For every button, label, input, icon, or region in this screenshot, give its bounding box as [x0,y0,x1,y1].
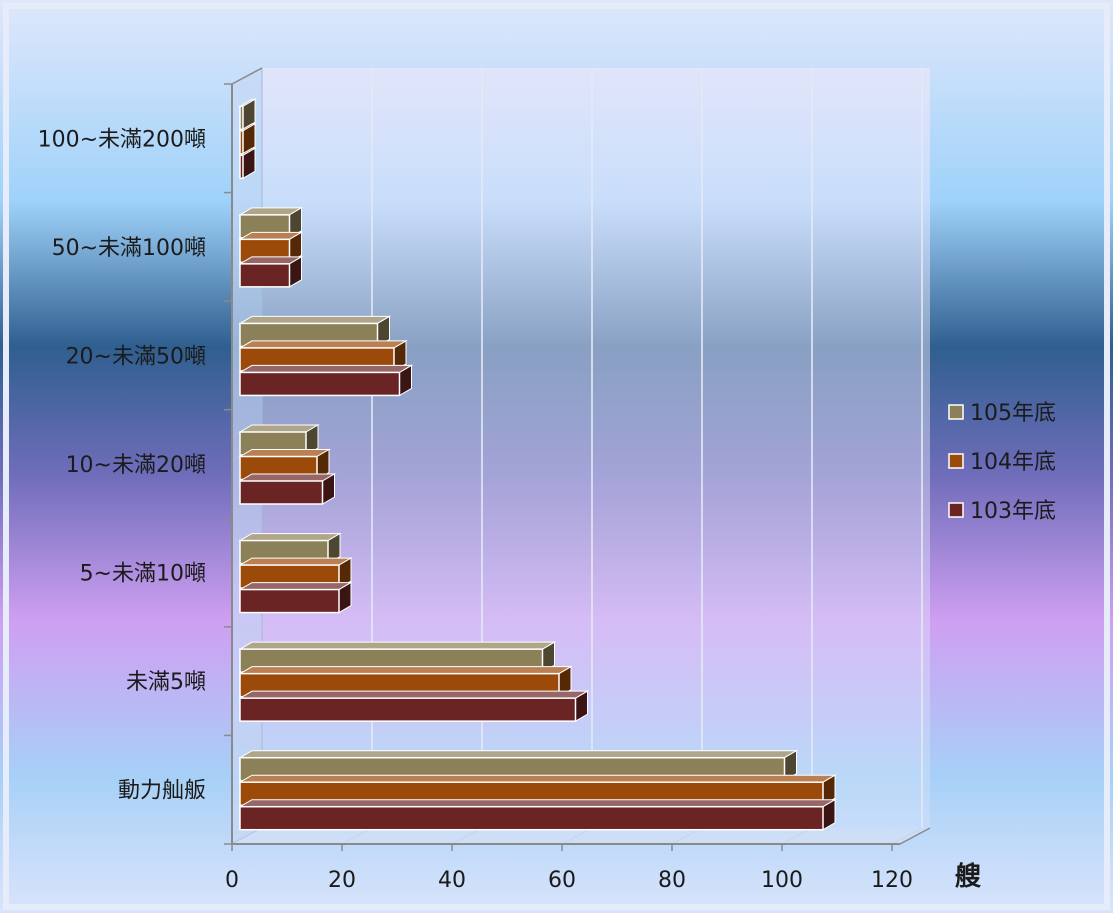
bar-front-face [239,697,577,722]
bar-front-face [239,130,244,155]
x-tick-label: 60 [548,868,576,893]
bar-top-face [238,799,837,808]
gridline-floor [451,827,483,845]
bars [238,98,837,831]
x-tick-label: 0 [225,868,239,893]
x-tick-label: 120 [871,868,913,893]
bar-103年底 [238,581,353,614]
bar-top-face [238,557,353,566]
legend-label: 103年底 [970,499,1056,524]
legend-swatch [948,453,964,469]
x-tick-label: 20 [328,868,356,893]
axes: 動力舢舨 未滿5噸 5~未滿10噸 10~未滿20噸 20~未滿50噸 50~未滿100噸… [38,67,982,893]
chart-border [3,3,1110,910]
x-unit-label: 艘 [955,861,982,892]
bar-103年底 [238,473,337,505]
category-label: 10~未滿20噸 [66,453,206,478]
bar-top-face [238,690,590,699]
bar-top-face [238,449,331,457]
bar-front-face [239,371,401,397]
bar-top-face [238,473,337,482]
category-label: 未滿5噸 [126,670,206,695]
bar-front-face [239,805,824,831]
gridline-floor [561,827,593,845]
plot-back-wall [262,68,930,828]
bar-103年底 [238,798,837,831]
bar-104年底 [238,122,257,155]
legend-swatch [948,404,964,420]
bar-front-face [239,588,340,614]
bar-top-face [238,666,573,675]
gridline-floor [671,827,703,845]
bar-front-face [239,154,244,180]
x-tick-label: 80 [658,868,686,893]
bar-top-face [238,774,837,783]
bar-103年底 [238,147,257,180]
category-label: 動力舢舨 [118,779,206,804]
bar-top-face [238,424,320,433]
x-axis-right-edge [899,827,931,845]
category-label: 100~未滿200噸 [38,127,206,152]
bar-front-face [239,263,291,288]
category-label: 20~未滿50噸 [66,344,206,369]
x-tick-label: 40 [438,868,466,893]
bar-top-face [238,364,414,373]
x-tick-label: 100 [761,868,803,893]
legend-label: 105年底 [970,401,1056,426]
bar-105年底 [238,98,257,131]
plot-floor [232,828,930,844]
category-label: 5~未滿10噸 [80,562,206,587]
bar-103年底 [238,255,304,288]
legend-swatch [948,502,964,518]
bar-front-face [239,480,324,505]
bar-top-face [238,340,408,349]
gridline-floor [341,827,373,845]
gridline-floor [891,827,923,845]
bar-front-face [239,105,244,131]
y-axis-top-edge [231,67,263,85]
bar-top-face [238,582,353,591]
category-label: 50~未滿100噸 [52,236,206,261]
bar-top-face [238,750,799,759]
bar-top-face [238,533,342,542]
bar-103年底 [238,690,590,723]
legend-label: 104年底 [970,450,1056,475]
bar-top-face [238,315,392,324]
bar-103年底 [238,364,414,397]
gridline-floor [781,827,813,845]
legend: 105年底 104年底 103年底 [948,401,1056,524]
bar-top-face [238,641,557,650]
